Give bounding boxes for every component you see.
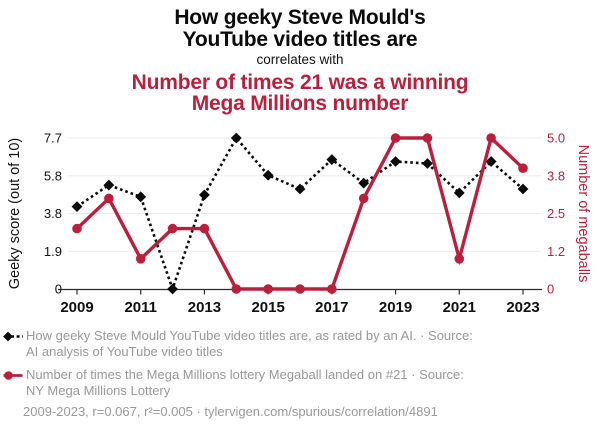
title-line-2: YouTube video titles are [182,28,418,51]
x-axis-tick-label: 2011 [124,299,157,316]
circle-marker [72,223,82,234]
subtitle-line-2: Mega Millions number [191,92,409,115]
left-axis-tick-label: 5.8 [44,168,62,183]
right-axis-tick-label: 0 [547,282,554,297]
circle-marker [327,284,337,294]
geeky-score-series-line [76,135,524,294]
diamond-marker [71,201,83,213]
legend-row-geeky-score: How geeky Steve Mould YouTube video titl… [3,328,473,359]
circle-marker [422,133,433,143]
x-axis-tick-label: 2015 [251,299,284,316]
circle-marker [486,133,496,143]
left-axis-tick-label: 3.8 [44,206,62,221]
diamond-marker [199,189,210,201]
diamond-marker [453,187,465,199]
circle-marker [454,253,465,264]
left-axis-tick-label: 1.9 [44,244,62,259]
right-axis-tick-label: 2.5 [547,206,565,221]
diamond-marker [167,283,178,295]
diamond-marker [390,156,401,167]
right-axis-tick-label: 1.2 [547,244,565,259]
stats-citation-line: 2009-2023, r=0.067, r²=0.005 · tylervige… [23,404,438,419]
red-solid-series-legend-icon [3,371,23,380]
diamond-marker [294,183,306,195]
chart-title: How geeky Steve Mould's YouTube video ti… [0,7,600,51]
circle-marker [167,223,178,234]
diamond-marker [230,132,242,144]
circle-marker [358,193,369,204]
legend-text-geeky-score: How geeky Steve Mould YouTube video titl… [26,328,473,359]
circle-marker [518,163,528,173]
diamond-marker [135,191,147,203]
diamond-marker [262,169,274,181]
connector-text: correlates with [256,52,344,67]
x-axis-tick-label: 2009 [60,299,93,316]
circle-marker [263,284,273,294]
x-axis-tick-label: 2017 [315,299,348,316]
diamond-marker [103,179,115,191]
x-axis-tick-label: 2019 [379,299,412,316]
legend-megaballs-line-1: Number of times the Mega Millions lotter… [26,367,464,382]
left-axis-title: Geeky score (out of 10) [7,138,23,290]
legend-text-megaballs: Number of times the Mega Millions lotter… [26,367,464,398]
title-line-1: How geeky Steve Mould's [174,6,426,29]
black-dashed-series-legend-icon [3,331,23,342]
circle-marker [104,193,114,204]
subtitle-line-1: Number of times 21 was a winning [131,71,469,94]
circle-marker [231,284,242,294]
diamond-marker [358,177,370,189]
diamond-marker [485,156,497,167]
x-axis-tick-label: 2023 [506,299,539,316]
circle-marker [135,253,146,264]
circle-marker [390,133,401,143]
diamond-marker [326,154,338,165]
right-axis-tick-label: 5.0 [547,131,565,146]
x-axis-tick-label: 2013 [188,299,221,316]
right-axis-tick-label: 3.8 [547,168,565,183]
chart-subtitle: Number of times 21 was a winning Mega Mi… [0,72,600,114]
diamond-marker [422,158,433,169]
legend-geeky-line-1: How geeky Steve Mould YouTube video titl… [26,328,473,343]
left-axis-tick-label: 7.7 [44,131,62,146]
x-axis-tick-label: 2021 [443,299,476,316]
legend-geeky-line-2: AI analysis of YouTube video titles [26,343,223,359]
legend-megaballs-line-2: NY Mega Millions Lottery [26,382,171,398]
diamond-marker [517,183,529,195]
legend-row-megaballs: Number of times the Mega Millions lotter… [3,367,464,398]
circle-marker [295,284,305,294]
circle-marker [199,223,210,234]
right-axis-title: Number of megaballs [575,145,591,283]
